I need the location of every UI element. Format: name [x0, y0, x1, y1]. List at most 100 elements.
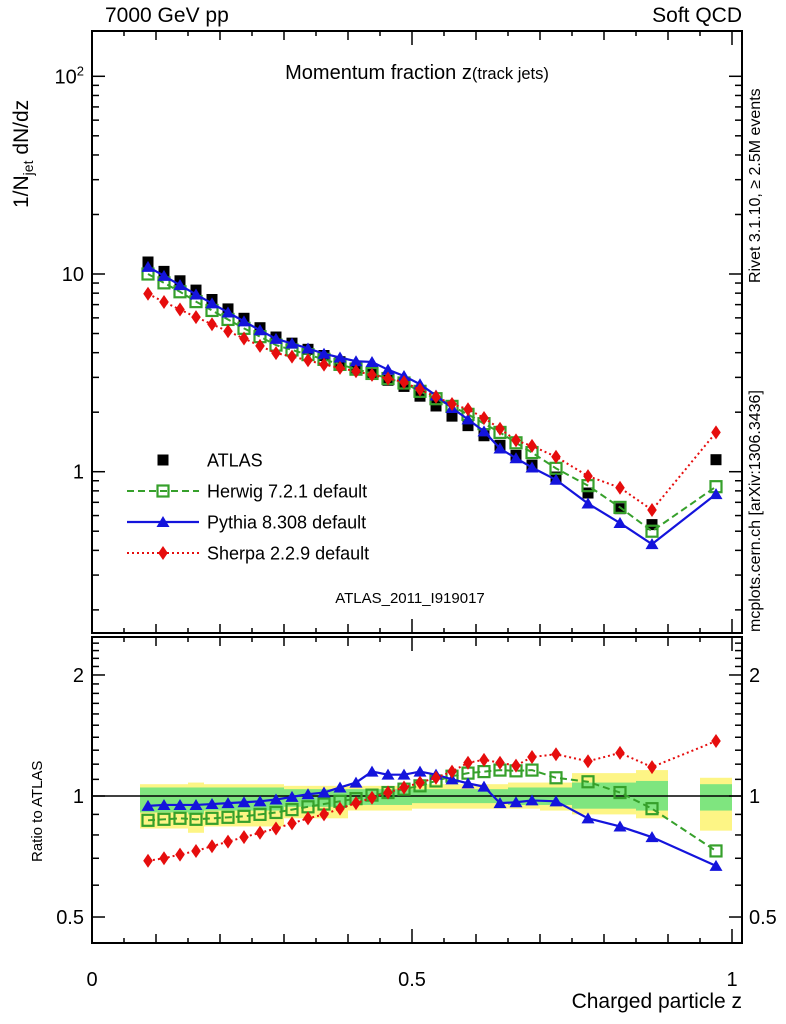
sherpa-marker — [495, 755, 505, 770]
sherpa-marker — [495, 421, 505, 436]
atlas-marker — [462, 420, 474, 432]
sherpa-marker — [335, 801, 345, 816]
sherpa-marker — [479, 410, 489, 425]
sherpa-marker — [583, 469, 593, 484]
herwig-marker — [157, 812, 171, 826]
pythia-marker — [157, 269, 171, 281]
sherpa-marker — [399, 780, 409, 795]
x-tick-label: 1 — [726, 969, 737, 991]
legend-label-sherpa: Sherpa 2.2.9 default — [207, 544, 369, 564]
uncertainty-band-green — [396, 789, 412, 805]
pythia-marker — [157, 798, 171, 810]
process-label: Soft QCD — [652, 4, 742, 27]
sherpa-marker — [647, 503, 657, 518]
axes-frames-and-ticks — [91, 30, 743, 944]
pythia-marker — [189, 288, 203, 300]
sherpa-marker — [383, 785, 393, 800]
herwig-marker — [645, 802, 659, 816]
sherpa-marker — [143, 853, 153, 868]
pythia-marker — [381, 363, 395, 375]
herwig-ratio-line — [147, 769, 717, 852]
y-tick-label-top: 1 — [73, 462, 84, 484]
pythia-marker — [397, 768, 411, 780]
sherpa-marker — [447, 764, 457, 779]
y-tick-label-ratio-right: 2 — [749, 665, 760, 687]
y-tick-label-ratio-left: 2 — [73, 665, 84, 687]
sherpa-marker — [551, 449, 561, 464]
pythia-legend-marker — [156, 516, 170, 527]
herwig-marker — [269, 805, 283, 820]
sherpa-marker — [287, 816, 297, 831]
uncertainty-band-green — [700, 784, 732, 811]
pythia-marker — [645, 831, 659, 843]
top-panel-frame — [91, 30, 743, 634]
pythia-marker — [493, 442, 507, 454]
herwig-marker — [189, 812, 203, 826]
x-axis-label: Charged particle z — [572, 990, 742, 1013]
sherpa-marker — [255, 825, 265, 840]
pythia-marker — [301, 342, 315, 354]
sherpa-marker — [351, 364, 361, 379]
sherpa-marker — [271, 821, 281, 836]
pythia-marker — [333, 351, 347, 363]
y-tick-label-top: 102 — [55, 63, 84, 88]
sherpa-marker — [191, 843, 201, 858]
sherpa-marker — [463, 402, 473, 417]
pythia-marker — [285, 337, 299, 349]
rivet-version-note: Rivet 3.1.10, ≥ 2.5M events — [747, 88, 764, 283]
y-tick-label-ratio-left: 1 — [73, 786, 84, 808]
sherpa-marker — [255, 338, 265, 353]
pythia-marker — [549, 473, 563, 485]
sherpa-marker — [527, 438, 537, 453]
pythia-marker — [173, 279, 187, 291]
sherpa-marker — [239, 331, 249, 346]
herwig-marker — [581, 775, 595, 789]
sherpa-marker — [335, 360, 345, 375]
pythia-marker — [205, 297, 219, 309]
sherpa-marker — [615, 480, 625, 495]
y-tick-label-ratio-right: 1 — [749, 786, 760, 808]
herwig-marker — [613, 500, 627, 514]
pythia-marker — [381, 768, 395, 780]
pythia-marker — [493, 797, 507, 809]
pythia-marker — [509, 452, 523, 464]
y-axis-label-ratio: Ratio to ATLAS — [29, 761, 46, 862]
pythia-marker — [237, 796, 251, 808]
x-tick-label: 0.5 — [398, 969, 426, 991]
sherpa-marker — [159, 294, 169, 309]
sherpa-marker — [527, 750, 537, 765]
pythia-marker — [205, 798, 219, 810]
top-panel-series — [141, 256, 723, 550]
sherpa-marker — [367, 367, 377, 382]
sherpa-marker — [383, 371, 393, 386]
y-tick-label-ratio-right: 0.5 — [749, 907, 777, 929]
pythia-marker — [317, 347, 331, 359]
pythia-marker — [349, 355, 363, 367]
pythia-marker — [301, 788, 315, 800]
herwig-marker — [205, 811, 219, 825]
sherpa-marker — [143, 286, 153, 301]
sherpa-marker — [583, 754, 593, 769]
pythia-marker — [525, 794, 539, 806]
sherpa-marker — [239, 830, 249, 845]
pythia-marker — [581, 812, 595, 824]
pythia-marker — [477, 780, 491, 792]
pythia-marker — [525, 461, 539, 473]
herwig-legend-marker — [156, 484, 170, 498]
herwig-marker — [549, 771, 563, 785]
pythia-marker — [141, 260, 155, 272]
sherpa-marker — [431, 770, 441, 785]
pythia-marker — [645, 538, 659, 550]
pythia-marker — [549, 795, 563, 807]
tick-labels: 1 10 102 2 2 1 1 0.5 0.5 0 0.5 1 — [55, 63, 777, 991]
sherpa-marker — [447, 397, 457, 412]
atlas-marker — [614, 503, 626, 515]
pythia-marker — [461, 413, 475, 425]
sherpa-marker — [191, 310, 201, 325]
pythia-marker — [173, 798, 187, 810]
plot-title-main: Momentum fraction z — [285, 62, 472, 84]
y-axis-label-rest: dN/dz — [10, 100, 33, 161]
pythia-marker — [365, 355, 379, 367]
sherpa-marker — [303, 353, 313, 368]
